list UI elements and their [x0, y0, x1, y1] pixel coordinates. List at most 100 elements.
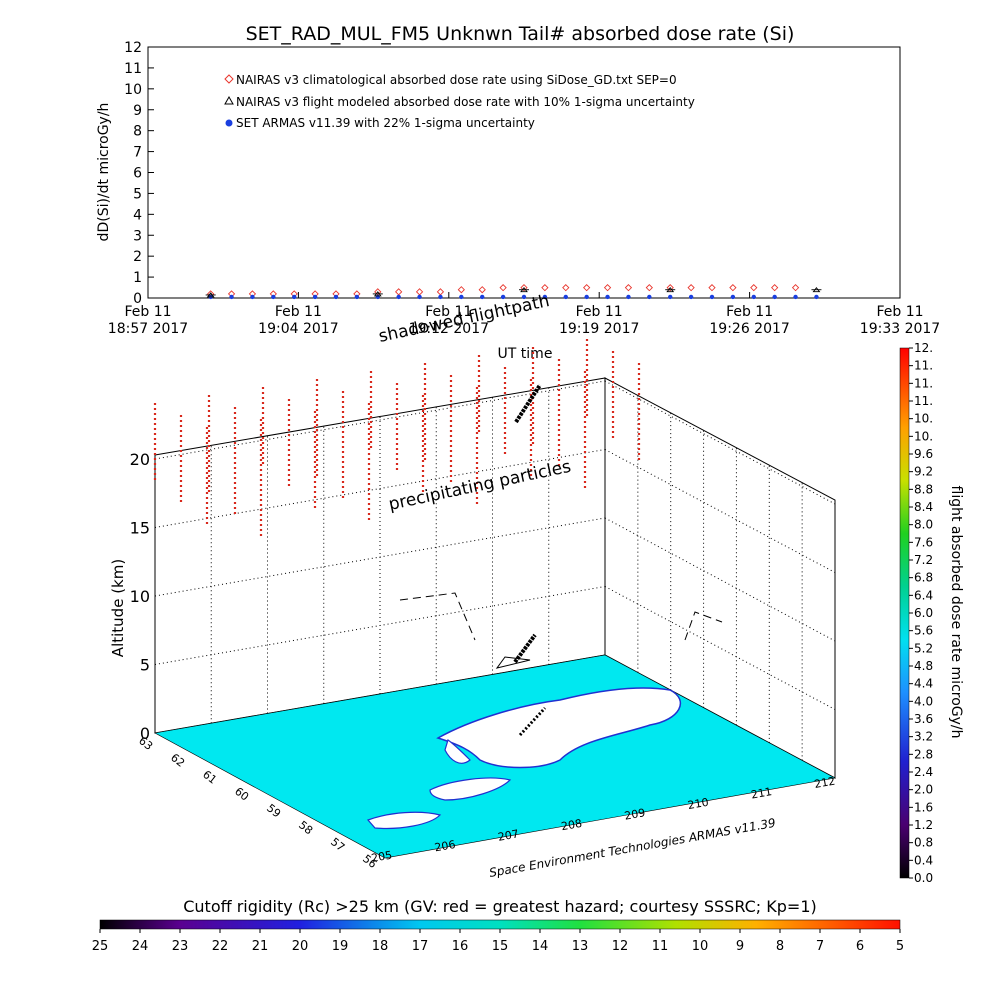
y-tick-label: 0 — [133, 291, 142, 307]
longitude-tick-label: 206 — [434, 838, 457, 854]
longitude-tick-label: 205 — [370, 849, 393, 865]
altitude-tick-label: 15 — [130, 519, 150, 538]
altitude-tick-label: 0 — [140, 724, 150, 743]
dose-colorbar-tick-label: 11. — [914, 376, 933, 390]
dose-colorbar-tick-label: 8.8 — [914, 482, 933, 496]
rigidity-colorbar-tick-label: 23 — [172, 939, 189, 954]
rigidity-colorbar-tick-label: 18 — [372, 939, 389, 954]
dose-colorbar-tick-label: 2.8 — [914, 747, 933, 761]
x-tick-label: 19:04 2017 — [258, 321, 338, 337]
rigidity-colorbar-tick-label: 15 — [492, 939, 509, 954]
armas-point — [584, 294, 589, 300]
climatology-point — [541, 283, 549, 292]
dose-colorbar-tick-label: 6.8 — [914, 571, 933, 585]
armas-point — [772, 294, 777, 300]
armas-point — [688, 294, 694, 300]
y-tick-label: 10 — [124, 82, 142, 98]
rigidity-colorbar-tick-label: 24 — [132, 939, 149, 954]
altitude-axis: 0 5 10 15 20 — [130, 450, 150, 743]
armas-point — [375, 294, 380, 300]
rigidity-colorbar-tick-label: 20 — [292, 939, 309, 954]
armas-point — [396, 294, 401, 300]
rigidity-colorbar-tick-label: 17 — [412, 939, 429, 954]
top-series-marks — [205, 283, 822, 300]
dose-colorbar-tick-label: 9.6 — [914, 447, 933, 461]
climatology-point — [771, 283, 779, 292]
rigidity-colorbar-tick-label: 13 — [572, 939, 589, 954]
armas-point — [668, 294, 673, 300]
dose-colorbar-tick-label: 4.8 — [914, 659, 933, 673]
rigidity-colorbar-tick-label: 5 — [896, 939, 904, 954]
x-tick-label: 19:19 2017 — [559, 321, 639, 337]
dose-colorbar-tick-label: 2.4 — [914, 765, 933, 779]
armas-point — [709, 294, 715, 300]
dose-colorbar-tick-label: 11. — [914, 394, 933, 408]
land-mass-islands — [366, 811, 442, 830]
y-tick-label: 9 — [133, 103, 142, 119]
x-tick-label: 19:12 2017 — [409, 321, 489, 337]
armas-point — [459, 294, 464, 300]
legend-item-flight-modeled: NAIRAS v3 flight modeled absorbed dose r… — [224, 95, 695, 109]
legend-diamond-marker — [224, 74, 234, 84]
rigidity-colorbar-tick-label: 9 — [736, 939, 744, 954]
dose-colorbar-gradient — [899, 347, 910, 879]
dose-colorbar-tick-label: 8.4 — [914, 500, 933, 514]
latitude-tick-label: 59 — [264, 802, 283, 821]
rigidity-colorbar-tick-label: 7 — [816, 939, 824, 954]
longitude-tick-label: 207 — [497, 827, 520, 843]
rigidity-colorbar-tick-label: 8 — [776, 939, 784, 954]
climatology-point — [415, 288, 424, 296]
latitude-tick-label: 61 — [200, 768, 219, 787]
x-tick-label: Feb 11 — [576, 304, 623, 320]
flight-3d-scene: shadowed flightpath precipitating partic… — [109, 291, 836, 880]
dose-colorbar-tick-label: 7.2 — [914, 553, 933, 567]
climatology-point — [562, 283, 570, 292]
back-wall-gridline — [154, 380, 606, 460]
armas-point — [563, 294, 568, 300]
rigidity-colorbar-tick-label: 21 — [252, 939, 269, 954]
climatology-point — [457, 286, 465, 294]
armas-point — [521, 294, 527, 300]
dose-colorbar-tick-label: 12. — [914, 341, 933, 355]
climatology-point — [708, 283, 716, 292]
dose-colorbar-tick-label: 3.6 — [914, 712, 933, 726]
x-tick-label: Feb 11 — [726, 304, 773, 320]
flight-track-low — [513, 633, 537, 664]
latitude-tick-label: 57 — [328, 835, 347, 854]
x-tick-label: 19:33 2017 — [860, 321, 940, 337]
chart-title: SET_RAD_MUL_FM5 Unknwn Tail# absorbed do… — [246, 23, 795, 45]
armas-point — [542, 294, 548, 300]
armas-point — [730, 294, 736, 300]
y-tick-label: 2 — [133, 249, 142, 265]
dose-colorbar-tick-label: 0.0 — [914, 871, 933, 885]
armas-point — [250, 294, 255, 300]
latitude-tick-label: 58 — [296, 818, 315, 837]
climatology-point — [645, 283, 653, 292]
dose-colorbar-tick-label: 5.6 — [914, 624, 933, 638]
climatology-point — [729, 283, 737, 292]
dose-colorbar-tick-label: 5.2 — [914, 641, 933, 655]
legend-item-climatological: NAIRAS v3 climatological absorbed dose r… — [224, 73, 677, 87]
longitude-tick-label: 209 — [623, 806, 646, 822]
dose-colorbar-tick-label: 10. — [914, 429, 933, 443]
climatology-point — [750, 283, 758, 292]
x-tick-label: 19:26 2017 — [709, 321, 789, 337]
dose-colorbar-tick-label: 1.6 — [914, 800, 933, 814]
legend-dot-marker — [225, 119, 233, 127]
dose-colorbar: 0.0 0.4 0.8 1.2 1.6 2.0 2.4 2.8 3.2 3.6 4.0 4.4 4.8 5… — [899, 341, 964, 885]
altitude-tick-label: 10 — [130, 587, 150, 606]
climatology-point — [791, 283, 800, 292]
land-mass-kodiak — [429, 777, 512, 801]
climatology-point — [499, 283, 507, 292]
legend: NAIRAS v3 climatological absorbed dose r… — [224, 73, 695, 130]
rigidity-colorbar-tick-label: 14 — [532, 939, 549, 954]
dose-colorbar-tick-label: 6.0 — [914, 606, 933, 620]
dose-colorbar-title: flight absorbed dose rate microGy/h — [948, 486, 964, 739]
armas-point — [500, 294, 506, 300]
armas-point — [626, 294, 631, 300]
legend-label-climatological: NAIRAS v3 climatological absorbed dose r… — [236, 73, 677, 87]
x-tick-label: Feb 11 — [124, 304, 171, 320]
legend-label-flight-modeled: NAIRAS v3 flight modeled absorbed dose r… — [236, 95, 695, 109]
altitude-tick-label: 20 — [130, 450, 150, 469]
